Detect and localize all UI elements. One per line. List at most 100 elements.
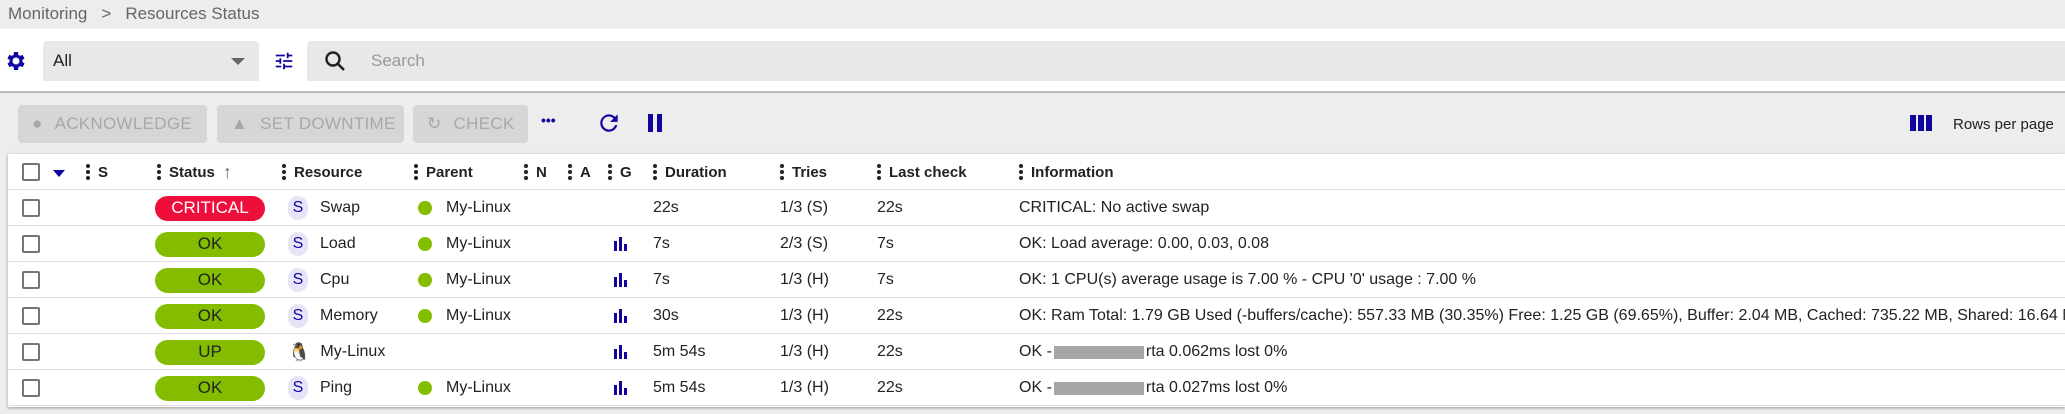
- search-input[interactable]: Search: [371, 51, 425, 70]
- parent-cell[interactable]: My-Linux: [418, 298, 511, 334]
- last-check: 22s: [877, 199, 903, 216]
- row-checkbox[interactable]: [22, 271, 40, 289]
- tries: 1/3 (H): [780, 271, 829, 288]
- parent-cell[interactable]: My-Linux: [418, 370, 511, 406]
- last-check: 7s: [877, 271, 894, 288]
- column-duration[interactable]: Duration: [653, 154, 727, 190]
- graph-icon[interactable]: [614, 381, 628, 395]
- column-information[interactable]: Information: [1019, 154, 1114, 190]
- row-checkbox[interactable]: [22, 199, 40, 217]
- column-menu-icon[interactable]: [1019, 162, 1023, 182]
- column-last-check[interactable]: Last check: [877, 154, 967, 190]
- columns-icon[interactable]: [1910, 113, 1932, 133]
- column-menu-icon[interactable]: [568, 162, 572, 182]
- set-downtime-button[interactable]: ▲ SET DOWNTIME: [217, 105, 404, 143]
- table-row[interactable]: OK S Memory My-Linux 30s 1/3 (H) 22s OK: …: [8, 298, 2065, 334]
- column-menu-icon[interactable]: [653, 162, 657, 182]
- last-check: 22s: [877, 379, 903, 396]
- row-checkbox[interactable]: [22, 343, 40, 361]
- column-label: Status: [169, 163, 215, 181]
- duration: 5m 54s: [653, 343, 706, 360]
- more-actions-button[interactable]: •••: [541, 112, 556, 128]
- column-menu-icon[interactable]: [608, 162, 612, 182]
- column-label: Resource: [294, 163, 363, 181]
- resource-cell[interactable]: 🐧 My-Linux: [288, 334, 385, 370]
- column-menu-icon[interactable]: [414, 162, 418, 182]
- last-check: 22s: [877, 307, 903, 324]
- pause-icon[interactable]: [643, 111, 667, 135]
- column-menu-icon[interactable]: [282, 162, 286, 182]
- column-resource[interactable]: Resource: [282, 154, 362, 190]
- service-badge: S: [288, 232, 308, 256]
- resource-name: Memory: [320, 307, 378, 324]
- column-s[interactable]: S: [86, 154, 108, 190]
- tries: 1/3 (S): [780, 199, 829, 216]
- resource-cell[interactable]: S Swap: [288, 190, 360, 226]
- filter-settings-icon[interactable]: [273, 50, 295, 72]
- graph-icon[interactable]: [614, 273, 628, 287]
- sync-icon: ↻: [427, 114, 442, 133]
- resource-cell[interactable]: S Ping: [288, 370, 352, 406]
- resource-name: My-Linux: [320, 343, 386, 360]
- table-row[interactable]: UP 🐧 My-Linux 5m 54s 1/3 (H) 22s OK - rta …: [8, 334, 2065, 370]
- service-badge: S: [288, 268, 308, 292]
- service-badge: S: [288, 376, 308, 400]
- parent-cell[interactable]: My-Linux: [418, 190, 511, 226]
- column-menu-icon[interactable]: [780, 162, 784, 182]
- acknowledge-label: ACKNOWLEDGE: [54, 114, 193, 133]
- column-menu-icon[interactable]: [86, 162, 90, 182]
- row-checkbox[interactable]: [22, 379, 40, 397]
- column-status[interactable]: Status ↑: [157, 154, 232, 190]
- status-chip: CRITICAL: [155, 195, 265, 221]
- search-field[interactable]: Search: [307, 41, 2065, 81]
- column-n[interactable]: N: [524, 154, 547, 190]
- info-text: CRITICAL: No active swap: [1019, 199, 1210, 216]
- table-row[interactable]: OK S Cpu My-Linux 7s 1/3 (H) 7s OK: 1 CPU…: [8, 262, 2065, 298]
- column-a[interactable]: A: [568, 154, 591, 190]
- status-chip: OK: [155, 375, 265, 401]
- column-menu-icon[interactable]: [524, 162, 528, 182]
- resource-cell[interactable]: S Cpu: [288, 262, 349, 298]
- refresh-icon[interactable]: [596, 110, 622, 136]
- column-g[interactable]: G: [608, 154, 632, 190]
- column-menu-icon[interactable]: [877, 162, 881, 182]
- table-row[interactable]: OK S Load My-Linux 7s 2/3 (S) 7s OK: Load…: [8, 226, 2065, 262]
- resource-cell[interactable]: S Load: [288, 226, 356, 262]
- info-text: OK: Ram Total: 1.79 GB Used (-buffers/ca…: [1019, 307, 2065, 324]
- divider: [0, 91, 2065, 93]
- acknowledge-button[interactable]: ● ACKNOWLEDGE: [18, 105, 207, 143]
- last-check: 7s: [877, 235, 894, 252]
- parent-cell[interactable]: My-Linux: [418, 262, 511, 298]
- tries: 2/3 (S): [780, 235, 829, 252]
- caret-down-icon: [231, 58, 245, 65]
- set-downtime-label: SET DOWNTIME: [260, 114, 396, 133]
- check-button[interactable]: ↻ CHECK: [413, 105, 528, 143]
- gear-icon[interactable]: [4, 49, 28, 73]
- graph-icon[interactable]: [614, 345, 628, 359]
- table-row[interactable]: OK S Ping My-Linux 5m 54s 1/3 (H) 22s OK …: [8, 370, 2065, 406]
- breadcrumb-monitoring[interactable]: Monitoring: [8, 4, 88, 23]
- arrow-up-icon: ↑: [222, 161, 232, 182]
- parent-cell[interactable]: My-Linux: [418, 226, 511, 262]
- column-tries[interactable]: Tries: [780, 154, 827, 190]
- select-all-checkbox[interactable]: [22, 163, 40, 181]
- search-icon: [325, 51, 345, 71]
- parent-name: My-Linux: [446, 199, 511, 216]
- row-checkbox[interactable]: [22, 307, 40, 325]
- graph-icon[interactable]: [614, 237, 628, 251]
- column-parent[interactable]: Parent: [414, 154, 473, 190]
- filter-select[interactable]: All: [43, 41, 259, 81]
- row-checkbox[interactable]: [22, 235, 40, 253]
- status-chip: OK: [155, 267, 265, 293]
- caret-down-icon[interactable]: [53, 169, 65, 177]
- table-header: S Status ↑ Resource Parent N A G Duration…: [8, 154, 2065, 190]
- table-row[interactable]: CRITICAL S Swap My-Linux 22s 1/3 (S) 22s …: [8, 190, 2065, 226]
- filter-selected-value: All: [53, 51, 72, 70]
- resource-cell[interactable]: S Memory: [288, 298, 378, 334]
- tries: 1/3 (H): [780, 343, 829, 360]
- breadcrumb-resources-status: Resources Status: [125, 4, 260, 23]
- column-label: Information: [1031, 163, 1114, 181]
- column-menu-icon[interactable]: [157, 162, 161, 182]
- graph-icon[interactable]: [614, 309, 628, 323]
- parent-name: My-Linux: [446, 271, 511, 288]
